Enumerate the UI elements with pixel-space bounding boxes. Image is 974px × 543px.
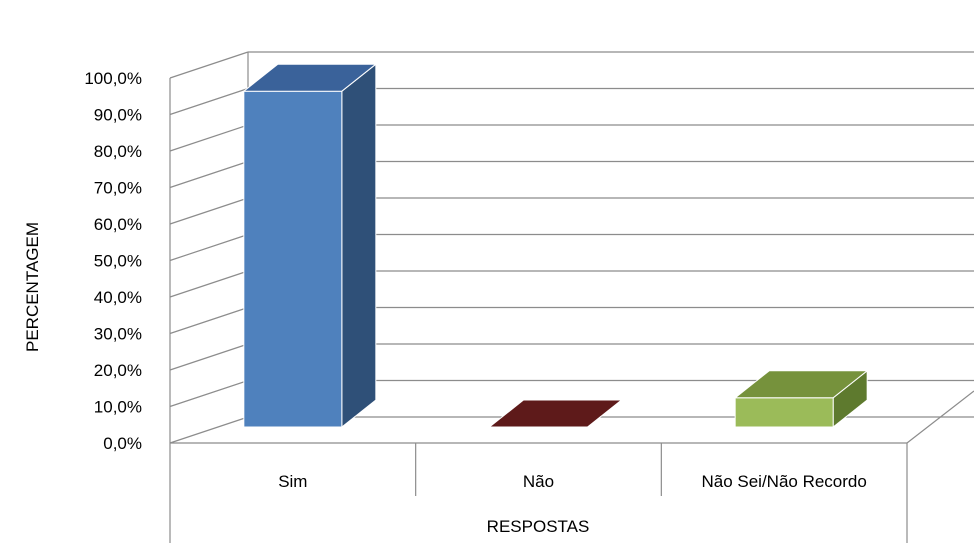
floor-layer	[169, 390, 974, 543]
y-tick-label: 0,0%	[103, 434, 142, 453]
bar-top	[488, 399, 623, 428]
bar-n-o	[488, 399, 623, 428]
gridline-diag	[169, 379, 249, 408]
gridline-diag	[169, 51, 249, 79]
gridline-diag	[169, 270, 249, 298]
bar-front	[243, 90, 343, 428]
bar-front	[734, 397, 834, 428]
bars-layer	[242, 63, 869, 429]
gridline-diag	[169, 306, 249, 335]
bar-n-o-sei-n-o-recordo	[733, 369, 869, 429]
gridline-diag	[169, 197, 249, 225]
bar-side	[341, 63, 377, 429]
x-tick-label: Sim	[278, 472, 307, 491]
x-axis-title: RESPOSTAS	[487, 517, 590, 536]
gridline-diag	[169, 343, 249, 371]
x-tick-label: Não	[523, 472, 554, 491]
y-tick-label: 20,0%	[94, 361, 142, 380]
y-tick-label: 100,0%	[84, 69, 142, 88]
labels-layer: 0,0% 10,0% 20,0% 30,0% 40,0% 50,0% 60,0% 70,0% 8…	[84, 69, 867, 491]
bar-top	[733, 370, 869, 399]
y-tick-label: 80,0%	[94, 142, 142, 161]
gridline-diag	[169, 87, 249, 116]
bar-top	[242, 63, 378, 92]
bar-sim	[242, 63, 378, 429]
floor-right-edge	[906, 390, 974, 444]
gridline-diag	[169, 160, 249, 189]
gridline-diag	[169, 416, 249, 444]
y-tick-label: 90,0%	[94, 106, 142, 125]
y-tick-label: 70,0%	[94, 179, 142, 198]
y-tick-label: 40,0%	[94, 288, 142, 307]
y-axis-title: PERCENTAGEM	[23, 222, 42, 352]
y-tick-label: 10,0%	[94, 398, 142, 417]
y-tick-label: 30,0%	[94, 325, 142, 344]
y-tick-label: 60,0%	[94, 215, 142, 234]
gridline-diag	[169, 124, 249, 152]
y-tick-label: 50,0%	[94, 252, 142, 271]
x-tick-label: Não Sei/Não Recordo	[701, 472, 866, 491]
gridline-diag	[169, 233, 249, 262]
